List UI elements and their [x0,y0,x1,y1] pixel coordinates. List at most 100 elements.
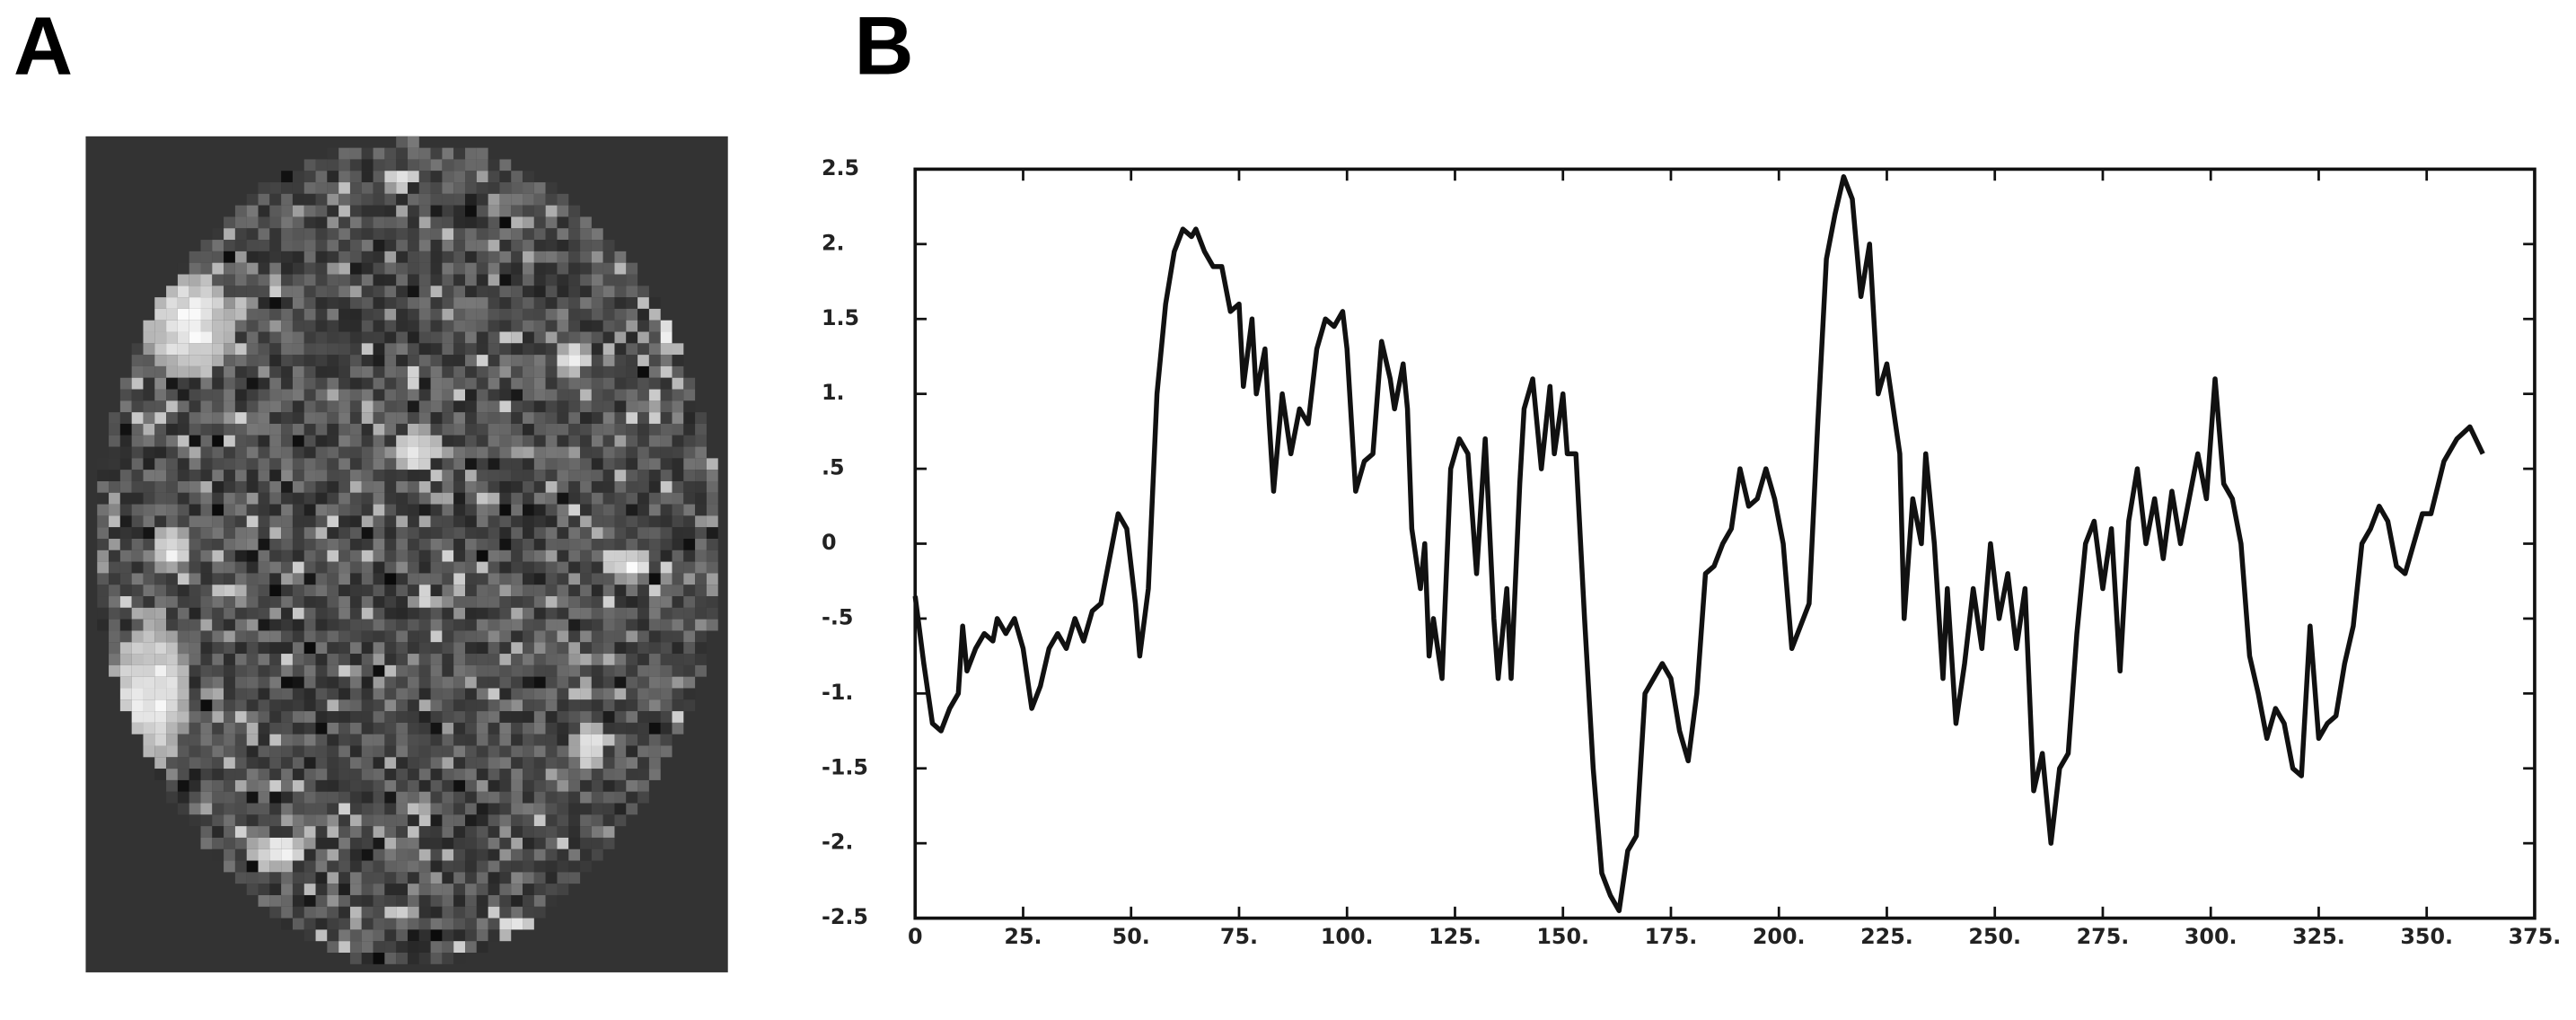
pixel [396,676,408,689]
pixel [602,757,615,769]
pixel [430,814,443,827]
pixel [234,504,247,516]
pixel [476,308,488,321]
pixel [407,159,419,171]
pixel [591,561,603,574]
pixel [177,642,189,655]
pixel [292,400,304,413]
pixel [109,515,120,528]
pixel [396,884,408,895]
pixel [234,515,247,528]
pixel [212,480,224,493]
pixel [442,918,454,930]
pixel [97,573,110,585]
pixel [154,734,167,746]
pixel [557,654,569,665]
pixel [384,297,397,309]
pixel [349,561,362,574]
pixel [706,596,718,608]
pixel [361,894,374,907]
pixel [224,216,235,229]
pixel [166,607,178,620]
pixel [396,906,408,919]
pixel [407,757,419,769]
pixel [499,872,512,884]
pixel [626,470,638,481]
pixel [418,849,431,861]
pixel [442,251,454,263]
pixel [614,791,627,804]
pixel [224,814,235,827]
pixel [303,216,316,229]
pixel [349,458,362,470]
pixel [637,607,649,620]
pixel [602,343,615,356]
pixel [246,814,259,827]
pixel [189,769,201,780]
pixel [361,676,374,689]
pixel [545,228,558,241]
pixel [557,769,569,780]
pixel [131,596,144,608]
pixel [154,515,167,528]
pixel [281,745,293,758]
y-tick-label: 2. [822,230,845,255]
pixel [418,837,431,849]
pixel [602,607,615,620]
pixel [533,734,546,746]
pixel [418,412,431,424]
pixel [430,515,443,528]
x-tick-label: 300. [2185,924,2238,949]
pixel [545,596,558,608]
pixel [315,365,328,378]
pixel [258,585,270,597]
pixel [488,837,500,849]
pixel [533,585,546,597]
pixel [523,377,534,390]
pixel [303,711,316,723]
pixel [224,860,235,873]
pixel [591,343,603,356]
pixel [523,711,534,723]
pixel [224,262,235,275]
pixel [557,515,569,528]
pixel [602,389,615,401]
pixel [234,734,247,746]
pixel [580,400,592,413]
pixel [602,550,615,562]
pixel [281,642,293,655]
pixel [212,596,224,608]
pixel [523,527,534,540]
pixel [315,596,328,608]
pixel [224,458,235,470]
pixel [465,297,477,309]
pixel [177,722,189,734]
pixel [327,630,339,643]
pixel [315,711,328,723]
pixel [614,355,627,366]
pixel [338,355,350,366]
pixel [430,343,443,356]
pixel [499,561,512,574]
pixel [269,458,282,470]
pixel [349,884,362,895]
pixel [499,550,512,562]
pixel [373,216,385,229]
pixel [557,343,569,356]
pixel [246,849,259,861]
pixel [430,458,443,470]
pixel [292,343,304,356]
pixel [442,906,454,919]
pixel [453,343,466,356]
pixel [224,596,235,608]
pixel [234,527,247,540]
pixel [626,654,638,665]
pixel [189,711,201,723]
pixel [614,365,627,378]
pixel [407,389,419,401]
pixel [327,504,339,516]
pixel [511,757,523,769]
pixel [349,435,362,447]
pixel [442,435,454,447]
